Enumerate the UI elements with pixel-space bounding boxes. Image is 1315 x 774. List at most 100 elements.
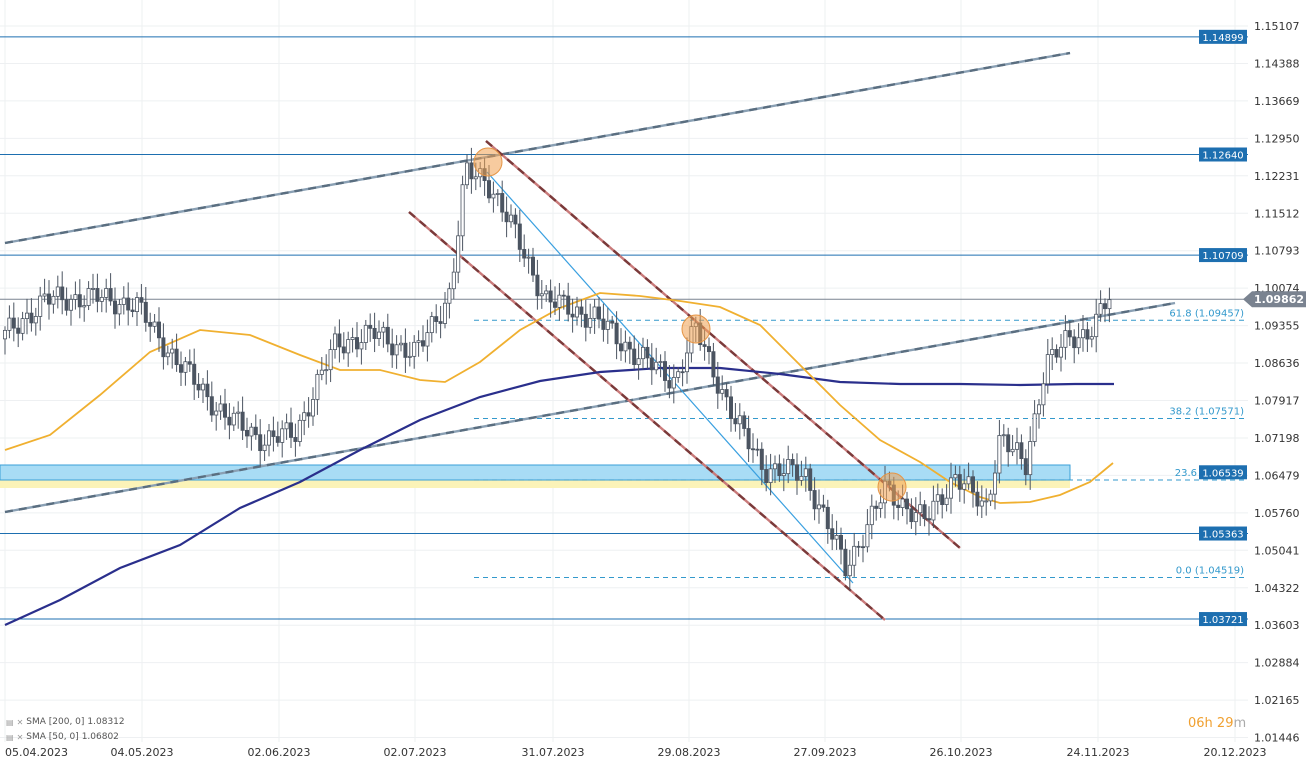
candle-body: [1037, 404, 1042, 415]
candle-body: [60, 286, 65, 301]
candle-body: [711, 351, 716, 378]
candle-body: [944, 497, 949, 505]
candle-body: [799, 476, 804, 481]
candle-body: [117, 304, 122, 315]
candle-body: [1041, 383, 1046, 406]
candle-body: [280, 428, 285, 443]
y-tick-label: 1.01446: [1254, 732, 1300, 745]
candle-body: [588, 317, 593, 328]
candle-body: [407, 355, 412, 358]
candle-body: [786, 459, 791, 475]
candle-body: [253, 426, 258, 436]
candle-body: [865, 524, 870, 548]
candle-body: [724, 389, 729, 398]
candle-body: [429, 316, 434, 334]
candle-body: [346, 339, 351, 354]
candle-body: [372, 327, 377, 339]
level-tag: [1199, 612, 1247, 627]
candle-body: [244, 429, 249, 437]
candle-body: [7, 317, 12, 331]
y-tick-label: 1.05041: [1254, 544, 1300, 557]
candle-body: [601, 318, 606, 330]
candle-body: [1107, 299, 1112, 310]
candle-body: [685, 352, 690, 373]
candle-body: [539, 293, 544, 297]
candle-body: [183, 361, 188, 373]
legend-sma200-name: SMA [200, 0]: [26, 717, 85, 727]
y-tick-label: 1.07198: [1254, 432, 1300, 445]
candle-body: [231, 412, 236, 426]
candle-body: [759, 448, 764, 470]
candle-body: [993, 472, 998, 495]
candle-body: [553, 301, 558, 308]
candle-body: [847, 564, 852, 577]
candle-body: [1059, 346, 1064, 358]
candle-body: [834, 535, 839, 540]
candle-body: [385, 326, 390, 345]
candle-body: [957, 474, 962, 490]
candle-body: [619, 343, 624, 352]
candle-body: [33, 316, 38, 324]
fib-anchor-line: [486, 171, 854, 584]
down-channel-lower: [408, 211, 886, 621]
candle-body: [1010, 448, 1015, 453]
candle-body: [196, 383, 201, 391]
candle-body: [469, 162, 474, 180]
candle-body: [852, 545, 857, 566]
candle-body: [649, 357, 654, 371]
candle-body: [663, 361, 668, 381]
candle-body: [293, 437, 298, 442]
candle-body: [592, 306, 597, 319]
candle-body: [861, 546, 866, 549]
y-tick-label: 1.12231: [1254, 170, 1300, 183]
candle-body: [104, 288, 109, 298]
candle-body: [187, 361, 192, 365]
candle-body: [324, 369, 329, 372]
candle-body: [1085, 329, 1090, 340]
candle-body: [447, 288, 452, 304]
candle-body: [729, 396, 734, 419]
candle-body: [218, 403, 223, 412]
candle-body: [416, 340, 421, 343]
candle-body: [597, 306, 602, 320]
x-tick-label: 02.07.2023: [384, 746, 447, 759]
candle-body: [751, 448, 756, 451]
legend-sma50-name: SMA [50, 0]: [26, 732, 79, 742]
candle-body: [922, 504, 927, 520]
candle-body: [817, 504, 822, 510]
candle-body: [394, 344, 399, 356]
last-price-label: 1.09862: [1254, 293, 1304, 306]
candle-body: [742, 415, 747, 429]
candle-body: [843, 548, 848, 577]
support-zone-yellow: [0, 480, 1070, 488]
candle-body: [605, 320, 610, 330]
close-icon[interactable]: ✕: [16, 717, 24, 727]
close-icon[interactable]: ✕: [16, 732, 24, 742]
candle-body: [1072, 336, 1077, 349]
candle-body: [451, 271, 456, 290]
settings-icon[interactable]: ▤: [6, 717, 14, 727]
candle-body: [909, 508, 914, 523]
level-tag: [1199, 248, 1247, 263]
candle-body: [1098, 303, 1103, 315]
level-tag-label: 1.03721: [1202, 615, 1243, 626]
candle-body: [24, 312, 29, 320]
candle-body: [315, 374, 320, 400]
candle-body: [73, 294, 78, 300]
highlight-marker: [473, 147, 503, 177]
settings-icon[interactable]: ▤: [6, 732, 14, 742]
candle-body: [830, 528, 835, 540]
candle-body: [1006, 434, 1011, 453]
candle-body: [839, 535, 844, 550]
candle-body: [1032, 413, 1037, 442]
y-tick-label: 1.11512: [1254, 207, 1300, 220]
candle-body: [988, 493, 993, 502]
candle-body: [825, 506, 830, 530]
countdown-hours: 06h: [1188, 716, 1213, 731]
candle-body: [1001, 434, 1006, 437]
candle-body: [297, 419, 302, 442]
candle-body: [143, 301, 148, 323]
candle-body: [614, 322, 619, 345]
candle-body: [874, 505, 879, 509]
